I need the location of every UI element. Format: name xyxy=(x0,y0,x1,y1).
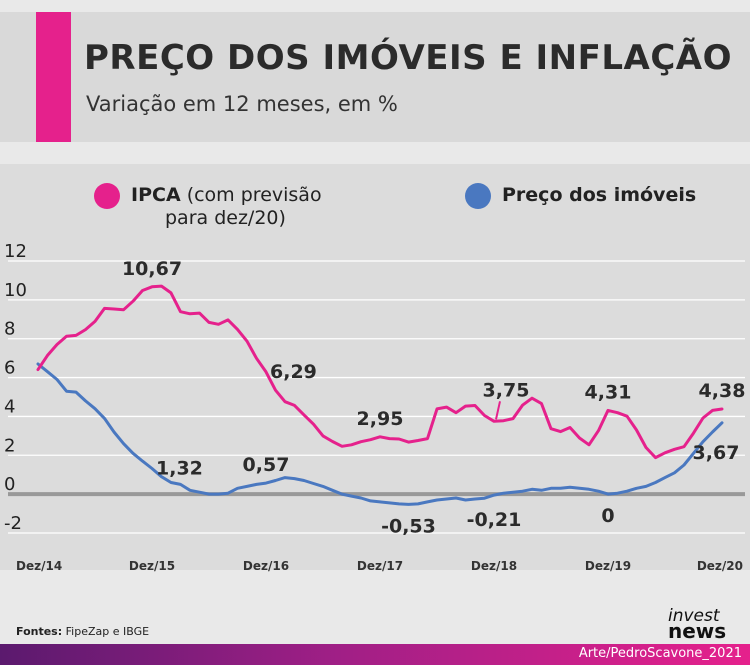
y-tick-label: 12 xyxy=(4,241,27,262)
ipca-data-label: 2,95 xyxy=(357,408,404,430)
y-tick-label: 8 xyxy=(4,319,15,340)
investnews-logo: invest news xyxy=(668,606,727,643)
x-tick-label: Dez/17 xyxy=(357,559,403,573)
imoveis-series-line xyxy=(36,362,724,506)
legend-ipca-line2: para dez/20) xyxy=(165,207,286,229)
logo-line1: invest xyxy=(668,606,720,626)
y-tick-label: 10 xyxy=(4,280,27,301)
sources-note: Fontes: FipeZap e IBGE xyxy=(16,625,149,638)
ipca-data-label: 4,38 xyxy=(699,380,746,402)
art-credit: Arte/PedroScavone_2021 xyxy=(578,646,742,661)
legend-ipca: IPCA (com previsão xyxy=(131,184,322,206)
y-tick-label: 6 xyxy=(4,358,15,379)
x-tick-label: Dez/16 xyxy=(243,559,289,573)
x-tick-label: Dez/19 xyxy=(585,559,631,573)
ipca-data-label: 3,75 xyxy=(483,379,530,401)
x-tick-label: Dez/14 xyxy=(16,559,62,573)
x-tick-label: Dez/18 xyxy=(471,559,517,573)
y-tick-label: 0 xyxy=(4,474,15,495)
header-band xyxy=(0,12,750,142)
legend-ipca-dot-icon xyxy=(94,183,120,209)
y-tick-label: 4 xyxy=(4,396,15,417)
chart-title: PREÇO DOS IMÓVEIS E INFLAÇÃO xyxy=(84,38,732,78)
imoveis-data-label: 1,32 xyxy=(156,457,203,479)
legend-ipca-rest: (com previsão xyxy=(186,184,322,206)
legend-imoveis-label: Preço dos imóveis xyxy=(502,184,697,206)
ipca-series-line xyxy=(36,284,724,460)
y-tick-label: 2 xyxy=(4,435,15,456)
imoveis-data-label: 3,67 xyxy=(693,442,740,464)
x-tick-label: Dez/20 xyxy=(697,559,743,573)
y-tick-label: -2 xyxy=(4,513,22,534)
ipca-data-label: 4,31 xyxy=(585,381,632,403)
imoveis-data-label: -0,53 xyxy=(381,515,436,537)
imoveis-data-label: -0,21 xyxy=(467,509,522,531)
sources-label: Fontes: xyxy=(16,625,63,638)
legend-imoveis: Preço dos imóveis xyxy=(502,184,696,206)
ipca-data-label: 10,67 xyxy=(122,258,182,280)
ipca-data-label: 6,29 xyxy=(270,361,317,383)
header-accent-bar xyxy=(36,12,71,142)
chart-subtitle: Variação em 12 meses, em % xyxy=(86,92,398,116)
logo-line2: news xyxy=(668,619,727,643)
annotation-leader xyxy=(495,401,501,420)
x-tick-label: Dez/15 xyxy=(129,559,175,573)
imoveis-data-label: 0 xyxy=(601,505,614,527)
bottom-bar: Arte/PedroScavone_2021 xyxy=(0,644,750,665)
sources-text: FipeZap e IBGE xyxy=(65,625,150,638)
legend-imoveis-dot-icon xyxy=(465,183,491,209)
legend-ipca-bold: IPCA xyxy=(131,184,181,206)
imoveis-data-label: 0,57 xyxy=(243,454,290,476)
